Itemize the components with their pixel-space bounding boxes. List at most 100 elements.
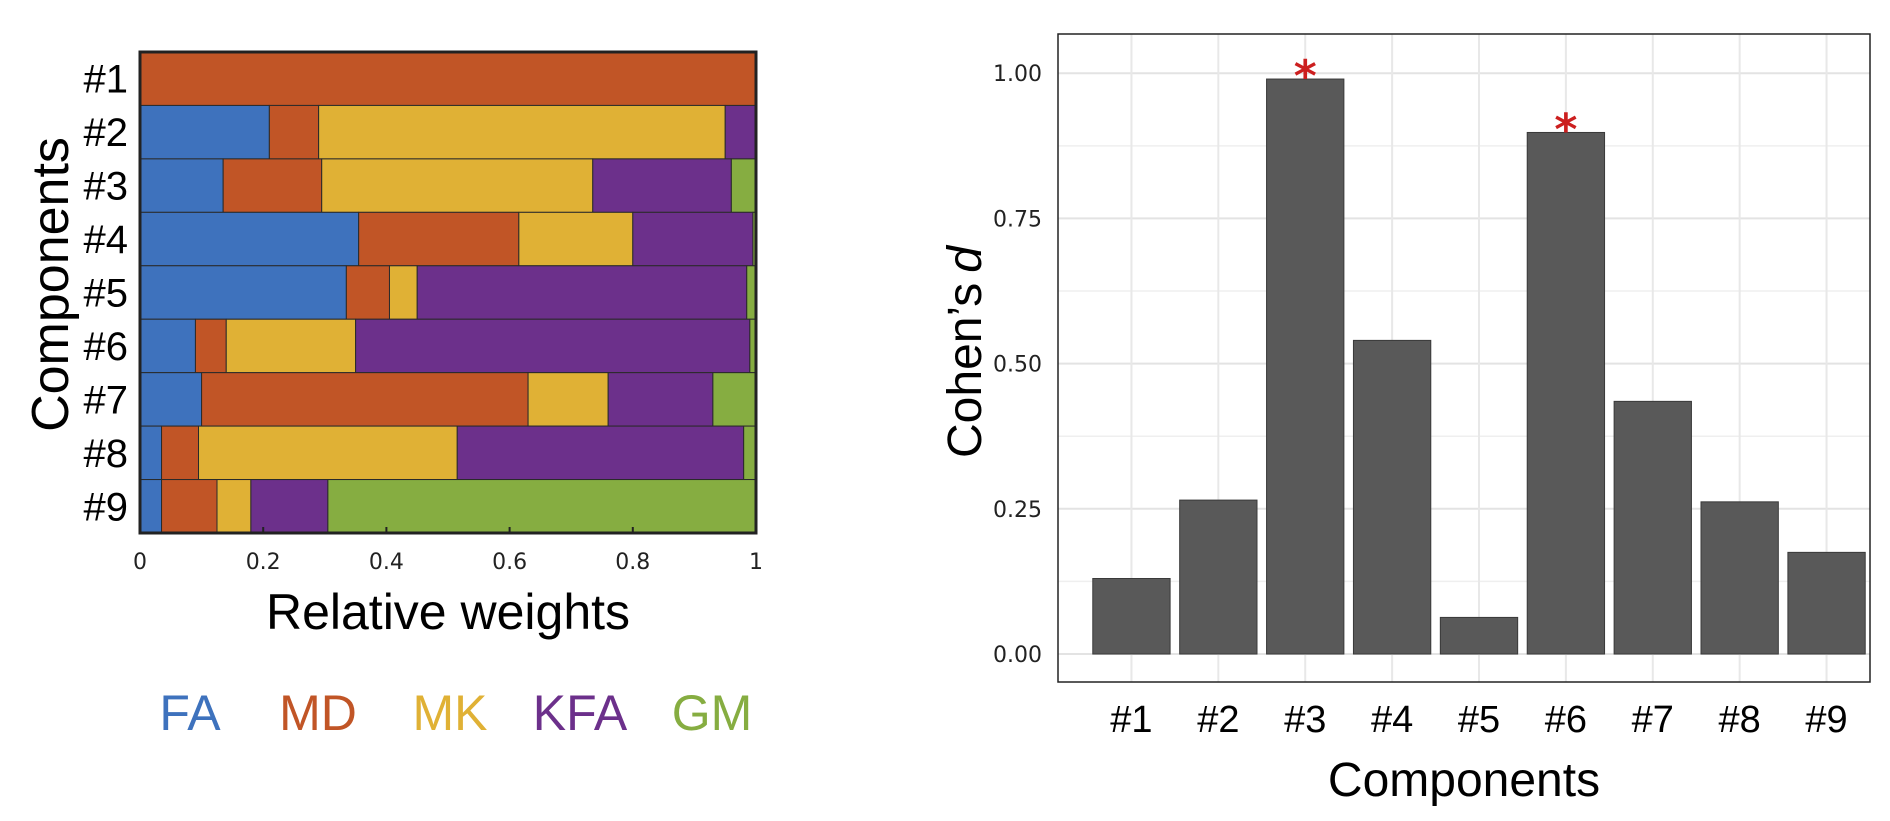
cohens-d-chart: ** 0.000.250.500.751.00 #1 #2 #3 #4 #5 #6 #7 #8…	[939, 33, 1871, 807]
y-tick-label: #6	[84, 325, 129, 369]
bar-segment-mk-8	[198, 425, 458, 481]
y-tick-label: #7	[84, 378, 129, 422]
bar-segment-fa-8	[139, 425, 163, 481]
bar-segment-kfa-9	[250, 479, 329, 534]
y-tick-label: 0.75	[993, 207, 1042, 232]
plot-frame	[138, 50, 758, 535]
y-axis-title: Components	[22, 137, 80, 432]
x-axis-title: Relative weights	[266, 584, 630, 640]
bar-segment-mk-4	[518, 211, 634, 267]
bar-#1	[1092, 578, 1171, 655]
x-tick-label: #3	[1284, 699, 1326, 741]
bar-segment-gm-7	[712, 372, 757, 427]
bar-segment-mk-2	[318, 104, 726, 160]
x-tick-label: #9	[1805, 699, 1847, 741]
legend-item-gm: GM	[672, 685, 753, 741]
y-tick-label: #3	[84, 165, 129, 209]
significance-star: *	[1294, 51, 1317, 102]
y-axis-title: Cohen’s d	[939, 245, 992, 458]
bar-segment-kfa-3	[592, 158, 732, 213]
x-tick-label: 0	[133, 550, 147, 575]
y-tick-label: 0.00	[993, 643, 1042, 668]
bar-segment-kfa-4	[632, 211, 754, 267]
bar-segment-md-5	[345, 265, 390, 320]
bar-segment-gm-8	[743, 425, 757, 481]
bar-segment-fa-7	[139, 372, 203, 427]
y-tick-label: 0.25	[993, 498, 1042, 523]
y-tick-label: #5	[84, 272, 129, 316]
x-tick-label: 0.4	[369, 550, 404, 575]
x-tick-label: #8	[1719, 699, 1761, 741]
legend-item-mk: MK	[413, 685, 488, 741]
bar-segment-fa-3	[139, 158, 224, 213]
bar-segment-fa-6	[139, 318, 196, 374]
bar-#4	[1352, 339, 1432, 655]
bar-#3	[1266, 78, 1345, 655]
y-tick-label: 0.50	[993, 353, 1042, 378]
legend: FA MD MK KFA GM	[159, 685, 752, 741]
x-tick-label: 0.6	[492, 550, 527, 575]
bar-segment-mk-6	[225, 318, 357, 374]
effect-bars	[1092, 78, 1866, 655]
bar-segment-md-4	[358, 211, 520, 267]
bar-#5	[1439, 616, 1519, 655]
y-tick-label: #8	[84, 432, 129, 476]
x-tick-label: #6	[1545, 699, 1587, 741]
bar-segment-kfa-5	[416, 265, 748, 320]
x-tick-label: #5	[1458, 699, 1500, 741]
bar-segment-fa-9	[139, 479, 163, 534]
legend-item-md: MD	[279, 685, 357, 741]
bar-#2	[1179, 499, 1258, 655]
y-tick-label: #4	[84, 218, 129, 262]
x-tick-labels: #1 #2 #3 #4 #5 #6 #7 #8 #9	[1110, 699, 1847, 741]
bar-segment-mk-7	[527, 372, 609, 427]
bar-segment-gm-3	[730, 158, 757, 213]
bar-segment-kfa-7	[607, 372, 714, 427]
x-tick-label: 1	[749, 550, 763, 575]
bar-segment-mk-5	[388, 265, 418, 320]
bar-segment-kfa-2	[724, 104, 757, 160]
x-tick-label: #2	[1197, 699, 1239, 741]
x-tick-label: 0.2	[246, 550, 281, 575]
bar-segment-md-8	[161, 425, 200, 481]
x-tick-label: #1	[1110, 699, 1152, 741]
bar-segment-md-9	[161, 479, 218, 534]
y-axis-title-italic: d	[939, 245, 992, 273]
y-axis-title-main: Cohen’s	[939, 283, 992, 458]
significance-markers: **	[1294, 51, 1578, 155]
bar-segment-fa-4	[139, 211, 360, 267]
bar-segment-md-2	[268, 104, 320, 160]
y-tick-labels: #1 #2 #3 #4 #5 #6 #7 #8 #9	[84, 58, 129, 530]
bar-segment-mk-9	[216, 479, 252, 534]
bar-segment-md-6	[194, 318, 227, 374]
stacked-weights-chart: #1 #2 #3 #4 #5 #6 #7 #8 #9 0 0.2 0.4 0.6 0.8 1 Relati…	[22, 50, 763, 741]
bar-segment-kfa-6	[355, 318, 751, 374]
bar-segment-md-3	[222, 158, 323, 213]
y-tick-label: #1	[84, 58, 129, 102]
legend-item-fa: FA	[159, 685, 221, 741]
x-tick-labels: 0 0.2 0.4 0.6 0.8 1	[133, 527, 763, 575]
bar-#8	[1700, 501, 1779, 655]
y-tick-label: #2	[84, 111, 129, 155]
x-tick-label: #4	[1371, 699, 1413, 741]
y-tick-labels: 0.00 0.25 0.50 0.75 1.00	[993, 62, 1042, 668]
stacked-bars	[139, 51, 757, 534]
bar-segment-mk-3	[321, 158, 594, 213]
plot-frame	[1057, 33, 1871, 683]
bar-segment-fa-2	[139, 104, 270, 160]
x-tick-label: 0.8	[615, 550, 650, 575]
bar-segment-gm-9	[327, 479, 757, 534]
bar-segment-fa-5	[139, 265, 347, 320]
bar-#7	[1613, 400, 1692, 655]
x-tick-label: #7	[1632, 699, 1674, 741]
x-axis-title: Components	[1328, 754, 1600, 807]
y-tick-label: #9	[84, 485, 129, 529]
bar-#9	[1787, 551, 1866, 655]
bar-segment-md-7	[201, 372, 529, 427]
bar-segment-kfa-8	[456, 425, 745, 481]
significance-star: *	[1554, 104, 1577, 155]
bar-#6	[1526, 131, 1606, 655]
y-tick-label: 1.00	[993, 62, 1042, 87]
bar-segment-md-1	[139, 51, 757, 106]
